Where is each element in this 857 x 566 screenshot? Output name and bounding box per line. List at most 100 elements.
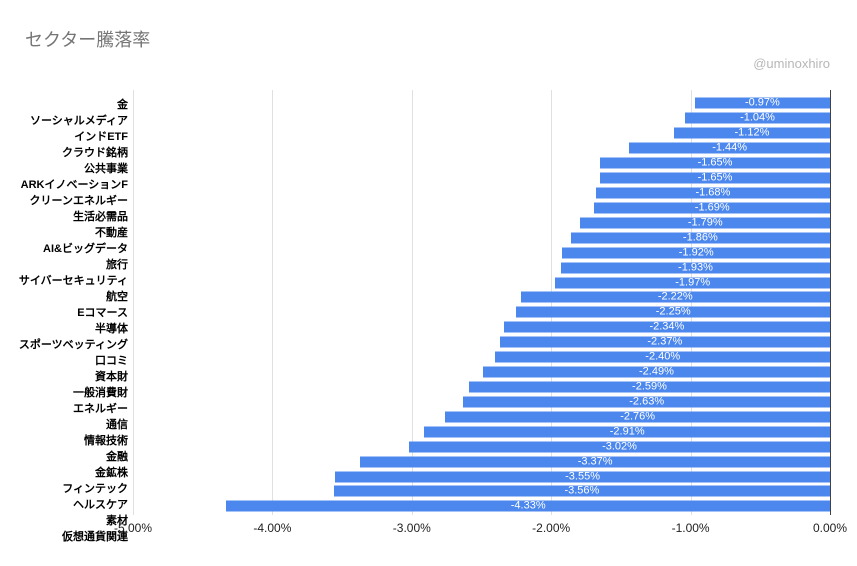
category-label: 公共事業 <box>84 163 128 175</box>
category-label: サイバーセキュリティ <box>18 275 128 287</box>
bar: -2.25% <box>516 305 830 318</box>
bar: -2.22% <box>520 290 830 303</box>
bar: -1.97% <box>555 276 830 289</box>
bar-value-label: -2.76% <box>620 410 656 423</box>
bar-row: -1.65% <box>133 156 830 171</box>
category-label: ヘルスケア <box>73 499 128 511</box>
bar: -2.37% <box>499 336 830 348</box>
bar-value-label: -2.22% <box>657 290 693 303</box>
bar-row: -1.97% <box>133 275 830 290</box>
category-axis: 金ソーシャルメディア インドETF クラウド銘柄 公共事業 ARKイノベーションF クリー… <box>0 96 128 543</box>
bar-row: -1.86% <box>133 230 830 245</box>
bar: -3.55% <box>335 471 830 482</box>
category-label: 半導体 <box>95 323 128 335</box>
category-label: 仮想通貨関連 <box>62 531 128 543</box>
bar-value-label: -3.02% <box>602 440 637 453</box>
bar: -1.65% <box>600 171 830 184</box>
x-axis: -5.00% -4.00% -3.00% -2.00% -1.00% 0.00% <box>114 521 847 537</box>
bar-value-label: -1.97% <box>675 276 711 289</box>
bar-value-label: -2.59% <box>632 380 667 393</box>
bar-row: -3.37% <box>133 454 830 469</box>
category-label: 旅行 <box>106 259 128 271</box>
bar-value-label: -1.65% <box>697 171 733 184</box>
category-label: 金 <box>117 99 128 111</box>
bar-value-label: -1.79% <box>687 216 723 229</box>
bar: -1.04% <box>685 111 830 124</box>
bar-row: -2.76% <box>133 409 830 424</box>
x-axis-tick-label: -3.00% <box>392 521 431 535</box>
bar-value-label: -1.04% <box>740 111 775 124</box>
x-axis-tick-label: 0.00% <box>812 521 848 535</box>
bar-row: -2.22% <box>133 290 830 305</box>
bar-value-label: -1.12% <box>734 126 770 139</box>
bar-value-label: -2.25% <box>655 305 691 318</box>
bar: -2.59% <box>468 380 830 393</box>
bar: -1.68% <box>595 187 830 199</box>
bar: -1.44% <box>629 141 830 154</box>
x-axis-tick-label: -5.00% <box>113 521 153 535</box>
bar-row: -2.59% <box>133 380 830 395</box>
category-label: インドETF <box>74 131 128 143</box>
x-axis-tick-label: -2.00% <box>532 521 571 535</box>
category-label: クリーンエネルギー <box>29 195 128 207</box>
bar-row: -3.56% <box>133 484 830 499</box>
bar: -2.49% <box>482 365 830 378</box>
category-label: 素材 <box>106 515 128 527</box>
category-label: 一般消費財 <box>73 387 128 399</box>
bar-value-label: -1.69% <box>694 201 730 214</box>
bar: -3.37% <box>360 455 830 468</box>
category-label: エネルギー <box>73 403 128 415</box>
bar-row: -0.97% <box>133 96 830 111</box>
bar-value-label: -1.65% <box>697 156 733 169</box>
bar-row: -1.93% <box>133 260 830 275</box>
category-label: 不動産 <box>95 227 128 239</box>
bar-value-label: -2.49% <box>639 365 674 378</box>
category-label: Eコマース <box>77 307 128 319</box>
bar: -1.92% <box>562 246 830 259</box>
category-label: 金鉱株 <box>95 467 128 479</box>
bar-row: -4.33% <box>133 499 830 514</box>
bar-row: -2.25% <box>133 305 830 320</box>
category-label: AI&ビッグデータ <box>43 243 128 255</box>
x-axis-tick-label: -1.00% <box>671 521 710 535</box>
category-label: 通信 <box>106 419 128 431</box>
bar: -3.02% <box>409 440 830 453</box>
bar-row: -2.37% <box>133 335 830 350</box>
category-label: クラウド銘柄 <box>62 147 128 159</box>
bar: -1.65% <box>600 156 830 169</box>
bar: -2.76% <box>445 410 830 423</box>
bar-row: -2.63% <box>133 394 830 409</box>
bar-value-label: -1.44% <box>712 141 748 154</box>
category-label: スポーツベッティング <box>18 339 128 351</box>
bar-row: -1.12% <box>133 126 830 141</box>
bar-value-label: -2.63% <box>629 395 665 408</box>
bar: -1.79% <box>580 216 830 229</box>
category-label: 口コミ <box>95 355 128 367</box>
bar-row: -1.65% <box>133 171 830 186</box>
bar-value-label: -3.56% <box>564 484 600 497</box>
watermark-handle: @uminoxhiro <box>753 56 830 71</box>
zero-axis-line <box>830 90 831 515</box>
category-label: 資本財 <box>95 371 128 383</box>
bar-row: -1.69% <box>133 200 830 215</box>
category-label: 金融 <box>106 451 128 463</box>
bar-row: -1.44% <box>133 141 830 156</box>
gridline <box>133 90 134 515</box>
bar-row: -2.49% <box>133 365 830 380</box>
category-label: 情報技術 <box>84 435 128 447</box>
bar-value-label: -2.40% <box>645 350 681 363</box>
chart-title: セクター騰落率 <box>25 30 151 50</box>
bar-row: -1.92% <box>133 245 830 260</box>
bar-row: -2.34% <box>133 320 830 335</box>
plot-area: -0.97% -1.04% -1.12% -1.44% -1.65% -1.65% -1.6… <box>133 90 831 515</box>
bar-value-label: -1.93% <box>678 261 713 274</box>
bar: -3.56% <box>333 484 830 497</box>
bar-row: -1.79% <box>133 215 830 230</box>
bar-row: -2.40% <box>133 350 830 365</box>
bar: -2.34% <box>503 321 830 333</box>
bar: -1.93% <box>560 261 830 274</box>
x-axis-tick-label: -4.00% <box>253 521 292 535</box>
bar-value-label: -1.92% <box>678 246 714 259</box>
bar-value-label: -3.37% <box>577 455 613 468</box>
